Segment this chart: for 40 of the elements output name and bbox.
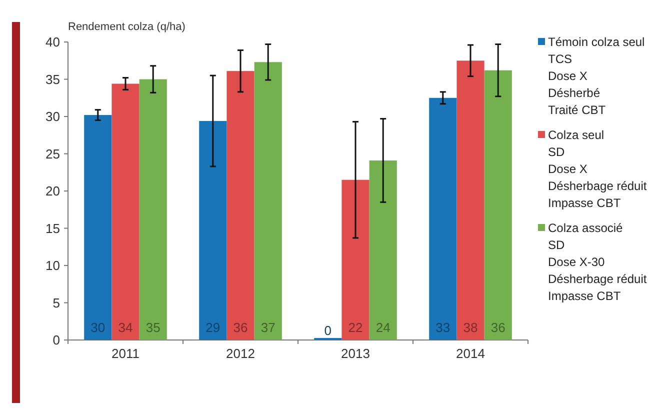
data-label: 22: [348, 320, 363, 335]
bar: [456, 60, 484, 340]
y-tick-label: 5: [52, 295, 60, 310]
y-tick-label: 15: [46, 220, 60, 236]
x-tick-label: 2013: [341, 346, 370, 361]
bar: [369, 160, 397, 340]
data-label: 36: [490, 320, 506, 335]
y-tick-label: 30: [46, 109, 60, 124]
bar: [84, 115, 112, 340]
y-tick-label: 40: [46, 34, 60, 50]
data-label: 35: [146, 320, 160, 335]
legend-label: Colza associé SD Dose X-30 Désherbage réduit Impasse CBT: [548, 221, 648, 304]
bar: [226, 71, 254, 340]
data-label: 24: [376, 320, 390, 335]
bar: [112, 84, 140, 340]
x-tick-label: 2011: [112, 346, 140, 361]
data-label: 0: [324, 323, 332, 338]
x-tick-label: 2014: [456, 346, 485, 361]
bar: [484, 70, 512, 340]
bar: [254, 62, 282, 340]
data-label: 30: [90, 320, 106, 335]
data-label: 29: [206, 320, 220, 335]
data-label: 33: [436, 320, 450, 335]
data-label: 34: [118, 320, 133, 335]
bar: [429, 98, 457, 340]
data-label: 36: [233, 320, 248, 335]
y-tick-label: 10: [46, 258, 60, 274]
bar: [139, 79, 167, 340]
y-tick-label: 35: [46, 72, 60, 87]
y-tick-label: 20: [46, 184, 60, 199]
y-tick-label: 0: [52, 332, 60, 348]
bar: [199, 120, 227, 340]
bar: [342, 180, 370, 340]
data-label: 38: [463, 320, 478, 335]
legend-label: Témoin colza seul TCS Dose X Désherbé Traité CBT: [548, 35, 645, 118]
legend-label: Colza seul SD Dose X Désherbage réduit Impasse CBT: [548, 128, 648, 210]
y-axis-title: Rendement colza (q/ha): [68, 21, 186, 33]
x-tick-label: 2012: [226, 346, 255, 361]
y-tick-label: 25: [46, 146, 60, 162]
data-label: 37: [260, 320, 276, 335]
